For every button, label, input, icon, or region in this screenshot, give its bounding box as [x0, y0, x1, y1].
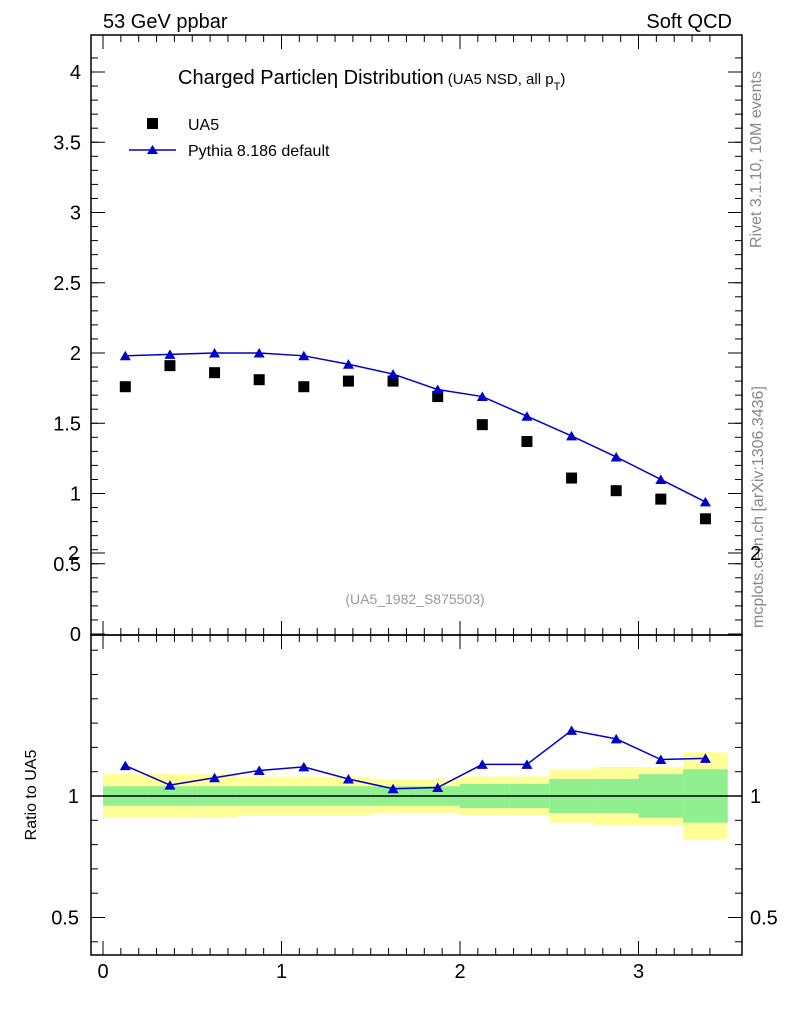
- pythia-point: [253, 348, 265, 358]
- ratio-point: [521, 759, 533, 769]
- chart-title-dist: Distribution: [338, 67, 444, 89]
- pythia-point: [387, 369, 399, 379]
- ratio-ytick-label: 0.5: [51, 908, 79, 930]
- ua5-point: [610, 485, 622, 497]
- chart-title-eta: η: [327, 67, 338, 89]
- chart-title-sub-end: ): [560, 71, 565, 88]
- ratio-ytick-label-right: 2: [750, 543, 761, 565]
- ratio-point: [610, 733, 622, 744]
- xtick-label: 2: [454, 961, 465, 983]
- ratio-ytick-label-right: 0.5: [750, 908, 778, 930]
- main-ytick-label: 3.5: [53, 132, 81, 154]
- ua5-point: [699, 513, 711, 525]
- ratio-point: [387, 783, 399, 794]
- rivet-version-label: Rivet 3.1.10, 10M events: [748, 71, 765, 248]
- legend-pythia-marker: [147, 145, 158, 154]
- pythia-point: [521, 411, 533, 421]
- chart-title-sub-t: T: [554, 81, 561, 93]
- ratio-ylabel: Ratio to UA5: [23, 750, 40, 841]
- main-ytick-label: 0.5: [53, 554, 81, 576]
- ratio-line: [125, 729, 706, 790]
- mcplots-label: mcplots.cern.ch [arXiv:1306.3436]: [750, 386, 767, 628]
- pythia-point: [610, 451, 622, 462]
- main-ytick-label: 2: [70, 343, 81, 365]
- ratio-point: [699, 753, 711, 763]
- main-ytick-label: 1: [70, 484, 81, 506]
- ua5-point: [655, 493, 667, 505]
- ua5-point: [253, 374, 265, 386]
- chart-title-sub: (UA5 NSD, all p: [448, 71, 554, 88]
- legend-ua5-marker: [147, 118, 158, 129]
- ratio-point: [566, 725, 578, 735]
- header-right-label: Soft QCD: [646, 11, 732, 33]
- ua5-point: [342, 375, 354, 387]
- pythia-point: [476, 391, 488, 402]
- ratio-point: [432, 782, 444, 792]
- main-ytick-label: 3: [70, 203, 81, 225]
- main-ytick-label: 0: [70, 624, 81, 646]
- legend: UA5 Pythia 8.186 default: [129, 117, 330, 160]
- header-left-label: 53 GeV ppbar: [103, 11, 228, 33]
- chart-title: Charged Particleη Distribution (UA5 NSD, …: [178, 67, 565, 93]
- main-ytick-label: 2.5: [53, 273, 81, 295]
- pythia-line: [125, 352, 706, 503]
- chart-title-main: Charged Particle: [178, 67, 327, 89]
- ua5-point: [566, 472, 578, 484]
- ua5-point: [209, 367, 221, 379]
- ratio-point: [655, 754, 667, 765]
- pythia-point: [566, 430, 578, 441]
- ratio-ytick-label: 2: [68, 543, 79, 565]
- xtick-label: 3: [633, 961, 644, 983]
- pythia-point: [298, 350, 310, 361]
- ratio-ytick-label-right: 1: [750, 786, 761, 808]
- legend-pythia-label: Pythia 8.186 default: [188, 143, 330, 160]
- ua5-point: [119, 381, 131, 393]
- pythia-point: [209, 348, 221, 358]
- ua5-point: [298, 381, 310, 393]
- pythia-point: [655, 474, 667, 484]
- pythia-point: [342, 359, 354, 369]
- pythia-point: [164, 349, 176, 359]
- main-ytick-label: 4: [70, 62, 81, 84]
- xtick-label: 1: [276, 961, 287, 983]
- pythia-point: [432, 384, 444, 395]
- ua5-point: [164, 360, 176, 372]
- pythia-point: [699, 496, 711, 507]
- main-ytick-label: 1.5: [53, 413, 81, 435]
- ua5-point: [521, 436, 533, 448]
- ua5-point: [387, 375, 399, 387]
- main-panel: 0 0.5 1 1.5 2 2.5 3 3.5 4: [53, 34, 743, 646]
- ratio-point: [342, 773, 354, 784]
- legend-ua5-label: UA5: [188, 117, 219, 134]
- ratio-point: [298, 761, 310, 772]
- ratio-point: [164, 780, 176, 790]
- analysis-label: (UA5_1982_S875503): [345, 591, 484, 607]
- xtick-label: 0: [97, 961, 108, 983]
- ratio-panel: 0.5 0.5 1 1 2 2 0 1 2 3: [51, 543, 778, 983]
- ratio-point: [253, 765, 265, 775]
- ua5-point: [432, 391, 444, 403]
- ratio-frame: [90, 634, 743, 956]
- pythia-point: [119, 350, 131, 361]
- ua5-point: [476, 419, 488, 431]
- ratio-point: [119, 760, 131, 771]
- ratio-ytick-label: 1: [68, 786, 79, 808]
- ratio-point: [209, 772, 221, 783]
- ratio-point: [476, 759, 488, 769]
